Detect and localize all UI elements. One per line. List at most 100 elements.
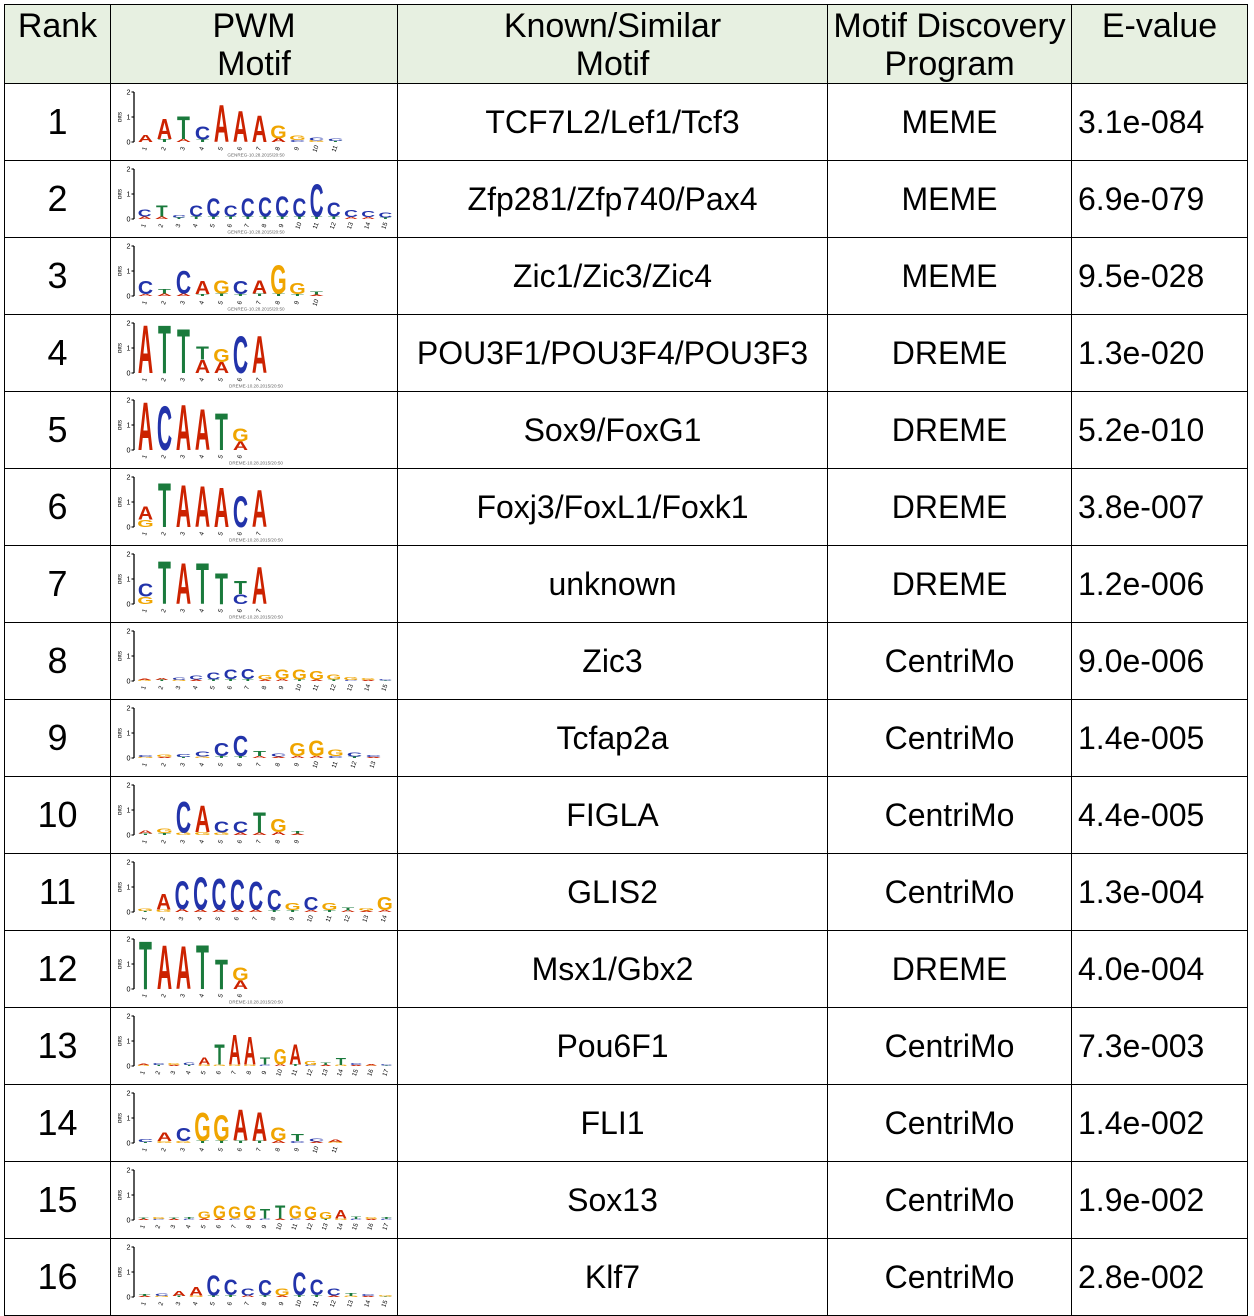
svg-text:A: A: [252, 109, 267, 151]
svg-text:0: 0: [127, 677, 131, 686]
svg-text:G: G: [319, 1209, 332, 1221]
svg-text:12: 12: [306, 1068, 315, 1077]
svg-text:G: G: [275, 667, 290, 683]
svg-text:T: T: [291, 1132, 304, 1144]
svg-text:1: 1: [140, 1301, 148, 1307]
svg-text:12: 12: [329, 221, 338, 230]
svg-text:T: T: [342, 907, 355, 912]
svg-text:A: A: [252, 278, 267, 299]
svg-text:0: 0: [127, 1216, 131, 1225]
svg-text:6: 6: [226, 1301, 234, 1307]
svg-text:9: 9: [293, 762, 301, 768]
svg-text:11: 11: [325, 914, 334, 923]
svg-text:1: 1: [141, 762, 149, 768]
svg-text:C: C: [138, 1138, 153, 1143]
svg-text:10: 10: [306, 914, 315, 923]
svg-text:C: C: [233, 278, 248, 299]
svg-text:13: 13: [369, 760, 378, 769]
svg-text:11: 11: [312, 683, 321, 692]
svg-text:2: 2: [127, 397, 131, 405]
svg-text:A: A: [244, 1031, 256, 1074]
svg-text:12: 12: [329, 1299, 338, 1308]
svg-text:G: G: [243, 1202, 256, 1223]
svg-text:1: 1: [140, 223, 148, 229]
svg-text:4: 4: [185, 1224, 193, 1230]
svg-text:A: A: [157, 1130, 172, 1144]
svg-text:1: 1: [141, 608, 149, 614]
svg-text:C: C: [379, 211, 393, 219]
svg-text:0: 0: [127, 446, 131, 455]
svg-text:16: 16: [366, 1222, 375, 1231]
svg-text:8: 8: [274, 762, 282, 768]
svg-text:C: C: [366, 755, 381, 758]
svg-text:G: G: [194, 1105, 210, 1150]
svg-text:A: A: [252, 1103, 267, 1150]
svg-text:13: 13: [346, 683, 355, 692]
svg-text:1: 1: [127, 1037, 131, 1046]
svg-text:1: 1: [127, 421, 131, 430]
svg-text:T: T: [291, 831, 305, 835]
svg-text:C: C: [195, 750, 210, 758]
svg-text:T: T: [196, 936, 209, 1004]
svg-text:2: 2: [160, 839, 168, 845]
svg-text:A: A: [214, 477, 229, 541]
svg-text:4: 4: [198, 762, 206, 768]
svg-text:0: 0: [127, 1062, 131, 1071]
svg-text:G: G: [152, 1217, 165, 1220]
svg-text:5: 5: [209, 685, 217, 691]
svg-text:C: C: [176, 1125, 191, 1146]
svg-text:7: 7: [243, 223, 251, 229]
svg-text:G: G: [378, 1295, 393, 1297]
svg-text:T: T: [215, 951, 228, 999]
svg-text:bits: bits: [118, 1112, 124, 1123]
svg-text:bits: bits: [118, 881, 124, 892]
svg-text:13: 13: [346, 221, 355, 230]
svg-text:13: 13: [361, 914, 370, 923]
svg-text:2: 2: [127, 551, 131, 559]
svg-text:10: 10: [294, 221, 303, 230]
svg-text:5: 5: [209, 223, 217, 229]
svg-text:T: T: [275, 1202, 285, 1223]
svg-text:bits: bits: [118, 188, 124, 199]
svg-text:2: 2: [127, 936, 131, 944]
svg-text:C: C: [193, 868, 208, 920]
svg-text:11: 11: [290, 1222, 299, 1231]
svg-text:3: 3: [170, 1070, 178, 1076]
svg-text:1: 1: [141, 916, 149, 922]
svg-text:A: A: [328, 1139, 343, 1143]
svg-text:4: 4: [192, 223, 200, 229]
svg-text:C: C: [248, 875, 263, 919]
svg-text:A: A: [233, 103, 248, 153]
svg-text:0: 0: [127, 831, 131, 840]
svg-text:1: 1: [127, 267, 131, 276]
svg-text:G: G: [137, 908, 153, 912]
svg-text:T: T: [156, 202, 168, 220]
svg-text:0: 0: [127, 215, 131, 224]
svg-text:T: T: [169, 1217, 180, 1219]
svg-text:2: 2: [127, 1090, 131, 1098]
svg-text:A: A: [195, 278, 210, 299]
svg-text:C: C: [271, 753, 286, 758]
svg-text:bits: bits: [118, 650, 124, 661]
svg-text:bits: bits: [118, 1189, 124, 1200]
svg-text:GENREG-10.28.2015/20:50: GENREG-10.28.2015/20:50: [227, 307, 285, 312]
svg-text:2: 2: [127, 243, 131, 251]
svg-text:3: 3: [175, 1301, 183, 1307]
svg-text:C: C: [233, 325, 248, 385]
svg-text:A: A: [157, 114, 172, 146]
svg-text:7: 7: [230, 1224, 238, 1230]
svg-text:C: C: [172, 215, 186, 219]
svg-text:2: 2: [127, 782, 131, 790]
svg-text:2: 2: [157, 1301, 165, 1307]
svg-text:10: 10: [312, 298, 321, 307]
svg-text:C: C: [233, 818, 248, 836]
svg-text:G: G: [326, 673, 341, 681]
svg-text:0: 0: [127, 292, 131, 301]
svg-text:9: 9: [278, 685, 286, 691]
svg-text:1: 1: [127, 729, 131, 738]
svg-text:6: 6: [236, 608, 244, 614]
svg-text:A: A: [176, 552, 191, 617]
svg-text:G: G: [270, 816, 286, 837]
svg-text:DREME-10.28.2015/20:50: DREME-10.28.2015/20:50: [229, 1000, 283, 1005]
svg-text:T: T: [196, 343, 209, 364]
